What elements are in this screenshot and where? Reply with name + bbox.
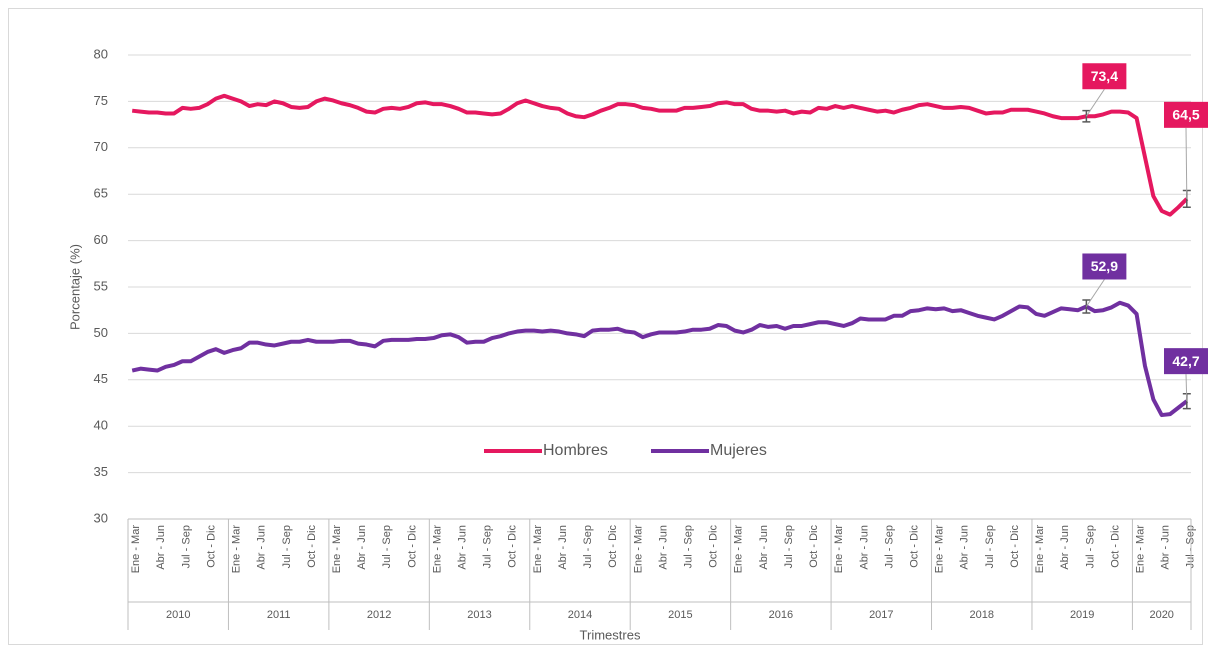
group-label: 2016 <box>769 609 793 621</box>
series-line <box>131 300 1189 418</box>
group-label: 2020 <box>1149 609 1173 621</box>
x-tick-label: Abr - Jun <box>256 525 268 570</box>
x-tick-label: Abr - Jun <box>1160 525 1172 570</box>
y-tick-label: 35 <box>94 464 108 479</box>
leader-line <box>1185 127 1188 199</box>
x-tick-label: Jul - Sep <box>381 525 393 568</box>
group-label: 2011 <box>267 609 291 621</box>
x-tick-label: Jul - Sep <box>883 525 895 568</box>
x-tick-label: Ene - Mar <box>532 525 544 574</box>
group-label: 2015 <box>668 609 692 621</box>
x-tick-label: Abr - Jun <box>457 525 469 570</box>
x-tick-label: Oct - Dic <box>607 525 619 568</box>
data-label-box <box>1164 101 1208 128</box>
x-tick-label: Ene - Mar <box>130 525 142 574</box>
x-tick-label: Ene - Mar <box>431 525 443 574</box>
x-tick-label: Ene - Mar <box>833 525 845 574</box>
data-label: 64,5 <box>1172 107 1199 123</box>
group-label: 2014 <box>568 609 592 621</box>
y-tick-label: 55 <box>94 278 108 293</box>
chart-frame <box>8 8 1203 645</box>
x-tick-label: Abr - Jun <box>356 525 368 570</box>
x-tick-label: Abr - Jun <box>758 525 770 570</box>
x-tick-label: Oct - Dic <box>808 525 820 568</box>
y-axis-title: Porcentaje (%) <box>67 244 82 330</box>
data-label-box <box>1082 253 1127 280</box>
x-tick-label: Jul - Sep <box>482 525 494 568</box>
series-line <box>131 93 1189 217</box>
group-label: 2019 <box>1070 609 1094 621</box>
x-tick-label: Abr - Jun <box>1059 525 1071 570</box>
x-tick-label: Oct - Dic <box>406 525 418 568</box>
x-tick-label: Ene - Mar <box>231 525 243 574</box>
x-tick-label: Abr - Jun <box>959 525 971 570</box>
x-tick-label: Oct - Dic <box>507 525 519 568</box>
x-tick-label: Ene - Mar <box>331 525 343 574</box>
y-tick-label: 60 <box>94 232 108 247</box>
x-tick-label: Ene - Mar <box>632 525 644 574</box>
group-label: 2018 <box>970 609 994 621</box>
group-label: 2017 <box>869 609 893 621</box>
x-tick-label: Ene - Mar <box>733 525 745 574</box>
group-label: 2012 <box>367 609 391 621</box>
y-tick-label: 75 <box>94 93 108 108</box>
x-tick-label: Jul - Sep <box>683 525 695 568</box>
legend-label: Mujeres <box>710 442 767 459</box>
x-tick-label: Ene - Mar <box>934 525 946 574</box>
x-tick-label: Jul - Sep <box>281 525 293 568</box>
y-tick-label: 40 <box>94 418 108 433</box>
x-tick-label: Jul - Sep <box>783 525 795 568</box>
x-tick-label: Oct - Dic <box>306 525 318 568</box>
x-axis-title: Trimestres <box>580 627 641 642</box>
x-tick-label: Oct - Dic <box>708 525 720 568</box>
leader-line <box>1185 374 1188 402</box>
x-tick-label: Jul - Sep <box>984 525 996 568</box>
x-tick-label: Jul - Sep <box>582 525 594 568</box>
x-tick-label: Ene - Mar <box>1034 525 1046 574</box>
x-tick-label: Abr - Jun <box>557 525 569 570</box>
y-tick-label: 70 <box>94 139 108 154</box>
y-tick-label: 50 <box>94 325 108 340</box>
data-label-box <box>1082 63 1127 90</box>
x-tick-label: Jul - Sep <box>1084 525 1096 568</box>
x-tick-label: Abr - Jun <box>858 525 870 570</box>
error-bar <box>1082 109 1091 123</box>
x-tick-label: Ene - Mar <box>1135 525 1147 574</box>
data-label: 42,7 <box>1172 353 1199 369</box>
y-tick-label: 65 <box>94 186 108 201</box>
data-label: 73,4 <box>1091 68 1118 84</box>
data-label: 52,9 <box>1091 258 1118 274</box>
group-label: 2010 <box>166 609 190 621</box>
error-bar <box>1082 299 1091 314</box>
x-tick-label: Oct - Dic <box>1109 525 1121 568</box>
x-tick-label: Oct - Dic <box>205 525 217 568</box>
leader-line <box>1085 88 1105 117</box>
y-tick-label: 80 <box>94 46 108 61</box>
x-tick-label: Oct - Dic <box>1009 525 1021 568</box>
data-label-box <box>1164 348 1208 375</box>
group-label: 2013 <box>467 609 491 621</box>
x-tick-label: Oct - Dic <box>909 525 921 568</box>
x-tick-label: Jul - Sep <box>180 525 192 568</box>
x-tick-label: Abr - Jun <box>657 525 669 570</box>
leader-line <box>1085 279 1105 307</box>
x-tick-label: Abr - Jun <box>155 525 167 570</box>
y-tick-label: 45 <box>94 371 108 386</box>
legend-label: Hombres <box>543 442 608 459</box>
y-tick-label: 30 <box>94 510 108 525</box>
